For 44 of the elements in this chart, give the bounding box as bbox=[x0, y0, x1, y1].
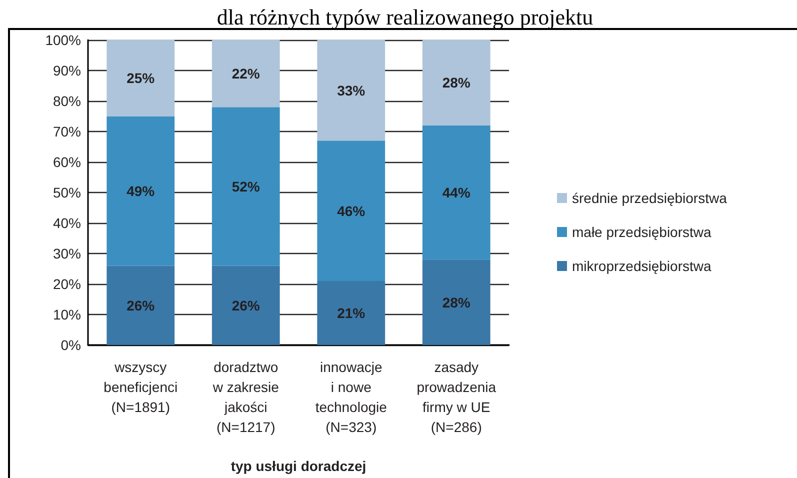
bar bbox=[212, 107, 280, 266]
data-label: 46% bbox=[337, 202, 366, 219]
y-tick-label: 80% bbox=[52, 93, 81, 109]
x-tick-label: doradztwo w zakresie jakości (N=1217) bbox=[212, 359, 280, 435]
bar bbox=[422, 260, 490, 345]
x-tick-label: innowacje i nowe technologie (N=323) bbox=[315, 359, 388, 435]
bar bbox=[106, 116, 175, 266]
y-tick-label: 30% bbox=[52, 246, 81, 262]
bar bbox=[212, 266, 280, 345]
y-tick-label: 60% bbox=[52, 154, 81, 170]
y-tick-label: 90% bbox=[52, 62, 81, 78]
x-tick-label: zasady prowadzenia firmy w UE (N=286) bbox=[416, 359, 496, 435]
bar bbox=[317, 280, 386, 345]
data-label: 26% bbox=[126, 297, 156, 314]
data-label: 22% bbox=[232, 66, 260, 82]
y-tick-label: 100% bbox=[45, 32, 81, 48]
y-tick-label: 70% bbox=[52, 124, 81, 140]
data-label: 44% bbox=[442, 184, 471, 200]
bar bbox=[422, 125, 490, 260]
bar bbox=[317, 40, 386, 141]
y-tick-label: 20% bbox=[52, 276, 81, 292]
data-label: 28% bbox=[442, 74, 471, 91]
x-axis-title: typ usługi doradczej bbox=[230, 458, 366, 474]
y-tick-label: 50% bbox=[52, 184, 81, 200]
bar bbox=[422, 40, 490, 126]
legend-label: średnie przedsiębiorstwa bbox=[572, 190, 728, 206]
y-tick-label: 10% bbox=[52, 306, 81, 322]
x-tick-label: wszyscy beneficjenci (N=1891) bbox=[104, 359, 178, 415]
bar bbox=[212, 40, 280, 108]
data-label: 25% bbox=[126, 70, 156, 86]
bar bbox=[317, 140, 386, 281]
data-label: 21% bbox=[337, 304, 366, 321]
y-tick-label: 0% bbox=[60, 337, 81, 353]
data-label: 33% bbox=[337, 82, 366, 98]
data-label: 49% bbox=[126, 182, 156, 199]
y-tick-label: 40% bbox=[52, 215, 81, 231]
bar bbox=[106, 40, 175, 116]
legend-label: małe przedsiębiorstwa bbox=[572, 224, 712, 240]
legend-label: mikroprzedsiębiorstwa bbox=[572, 258, 712, 274]
data-label: 52% bbox=[232, 178, 260, 194]
chart-title: dla różnych typów realizowanego projektu bbox=[216, 4, 594, 30]
data-label: 28% bbox=[442, 294, 471, 310]
bar bbox=[106, 266, 175, 345]
data-label: 26% bbox=[232, 297, 260, 314]
